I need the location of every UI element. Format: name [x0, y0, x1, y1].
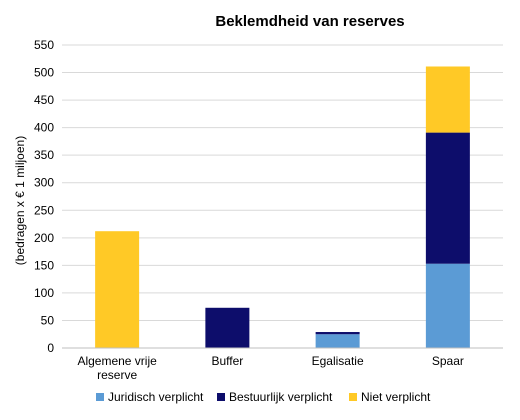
y-tick-label: 500	[34, 66, 54, 80]
bar-segment	[315, 332, 360, 335]
y-tick-label: 250	[34, 203, 54, 217]
bar-segment	[425, 132, 470, 264]
bar-segment	[425, 263, 470, 348]
legend-swatch	[349, 393, 357, 401]
y-tick-label: 50	[41, 313, 55, 327]
y-tick-label: 150	[34, 258, 54, 272]
legend-label: Niet verplicht	[361, 390, 431, 404]
y-axis-label: (bedragen x € 1 miljoen)	[13, 136, 27, 265]
y-tick-label: 350	[34, 148, 54, 162]
legend-swatch	[96, 393, 104, 401]
legend-swatch	[217, 393, 225, 401]
x-category-label: Buffer	[211, 354, 243, 368]
x-category-label: Egalisatie	[312, 354, 364, 368]
y-tick-label: 0	[47, 341, 54, 355]
y-tick-label: 550	[34, 38, 54, 52]
legend-label: Juridisch verplicht	[108, 390, 204, 404]
bars	[95, 66, 470, 348]
x-category-label: reserve	[97, 368, 137, 382]
x-category-label: Spaar	[432, 354, 464, 368]
y-tick-label: 300	[34, 176, 54, 190]
legend: Juridisch verplicht Bestuurlijk verplicht…	[96, 390, 431, 404]
y-tick-label: 450	[34, 93, 54, 107]
y-tick-label: 400	[34, 121, 54, 135]
x-category-label: Algemene vrije	[77, 354, 157, 368]
bar-segment	[425, 66, 470, 133]
bar-segment	[315, 334, 360, 348]
bar-segment	[205, 307, 250, 348]
y-tick-label: 200	[34, 231, 54, 245]
y-axis-ticks: 0 50 100 150 200 250 300 350 400 450 500 550	[34, 38, 54, 355]
chart-title: Beklemdheid van reserves	[215, 13, 404, 30]
y-tick-label: 100	[34, 286, 54, 300]
legend-label: Bestuurlijk verplicht	[229, 390, 333, 404]
bar-segment	[95, 231, 140, 348]
